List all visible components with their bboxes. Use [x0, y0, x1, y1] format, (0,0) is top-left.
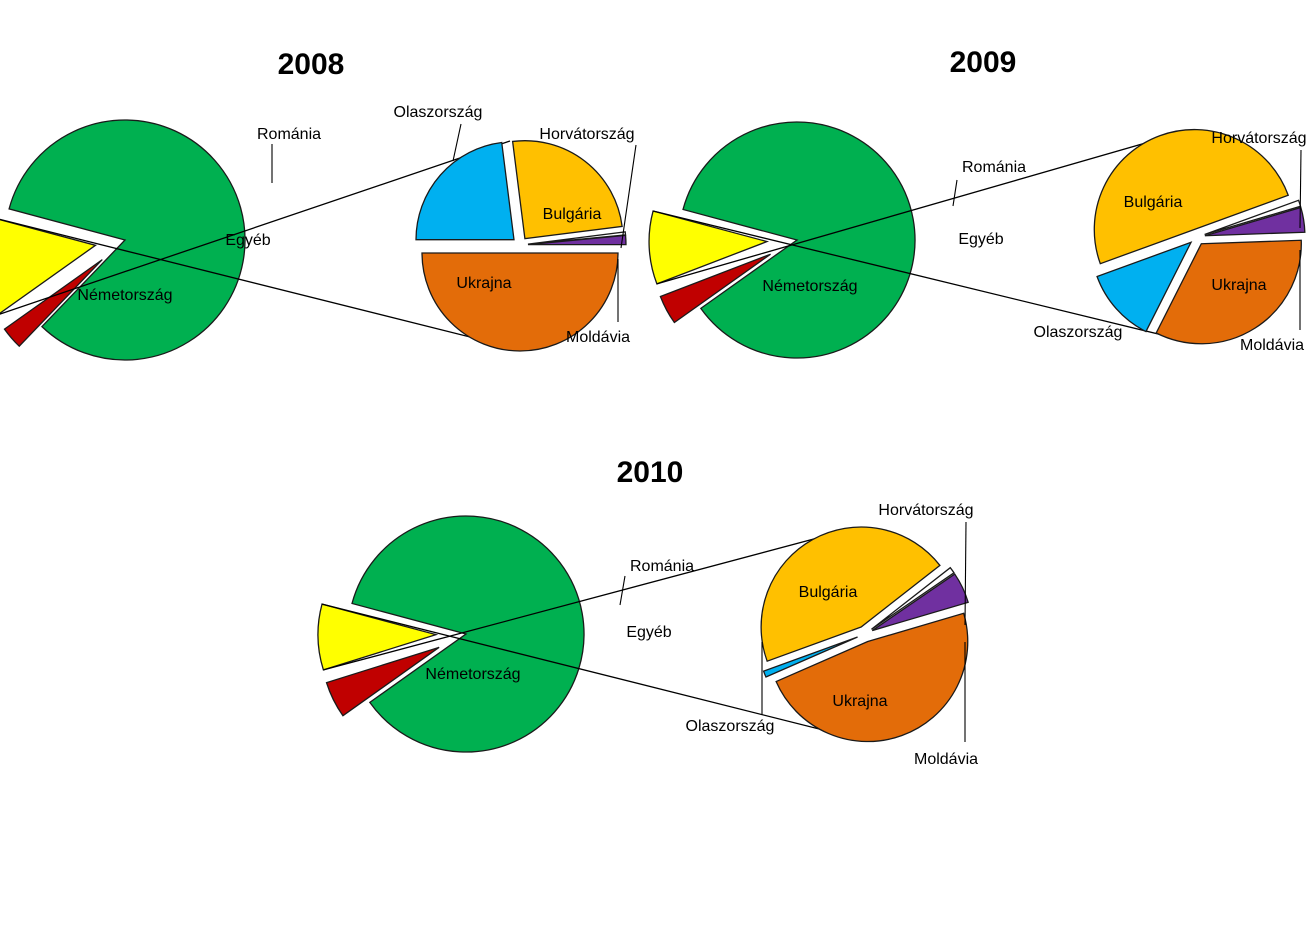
detail-slice-horvatorszag [871, 566, 955, 630]
connectors-2008 [0, 140, 511, 348]
leader-horvatorszag [620, 144, 637, 249]
detail-slice-moldavia [527, 234, 627, 246]
main-slice-egyeb [0, 219, 97, 314]
main-label-egyeb: Egyéb [626, 624, 671, 641]
main-slice-romania [659, 253, 771, 324]
detail-slice-ukrajna [1155, 239, 1302, 345]
main-slice-egyeb [648, 210, 770, 285]
main-pie-2009 [648, 121, 916, 359]
detail-slice-moldavia [871, 573, 969, 632]
main-pie-2010 [317, 515, 585, 753]
main-label-nemetorszag: Németország [77, 287, 172, 304]
chart-title-2009: 2009 [950, 46, 1017, 79]
main-label-nemetorszag: Németország [762, 278, 857, 295]
detail-slice-bulgaria [760, 526, 941, 663]
chart-2008: 2008 Németország Románia Egyéb Olaszország B… [0, 48, 637, 361]
main-label-romania: Románia [962, 159, 1026, 176]
detail-label-horvatorszag: Horvátország [878, 502, 973, 519]
detail-label-moldavia: Moldávia [1240, 337, 1304, 354]
connector-top [0, 140, 511, 315]
detail-pie-2010 [760, 526, 969, 743]
leader-romania [619, 575, 626, 606]
leader-olaszorszag [452, 123, 462, 162]
detail-label-olaszorszag: Olaszország [394, 104, 483, 121]
connector-top [656, 130, 1188, 285]
detail-slice-ukrajna [421, 252, 619, 352]
chart-title-2008: 2008 [278, 48, 345, 81]
main-label-nemetorszag: Németország [425, 666, 520, 683]
connectors-2009 [652, 130, 1188, 342]
detail-label-moldavia: Moldávia [566, 329, 630, 346]
connector-top [323, 527, 856, 671]
leader-horvatorszag [1299, 149, 1302, 229]
detail-label-olaszorszag: Olaszország [686, 718, 775, 735]
main-pie-2008 [0, 119, 246, 361]
chart-title-2010: 2010 [617, 456, 684, 489]
detail-slice-olaszorszag [1096, 241, 1193, 333]
connector-bottom [0, 218, 511, 348]
detail-label-ukrajna: Ukrajna [832, 693, 887, 710]
leader-horvatorszag [964, 521, 967, 626]
leader-romania [952, 179, 958, 207]
labels-2009: Németország Románia Egyéb Bulgária Horvátors… [762, 130, 1306, 354]
connector-bottom [321, 603, 856, 739]
detail-label-horvatorszag: Horvátország [1211, 130, 1306, 147]
detail-slice-bulgaria [1093, 128, 1290, 265]
main-label-romania: Románia [630, 558, 694, 575]
labels-2008: Németország Románia Egyéb Olaszország Bulgár… [77, 104, 637, 346]
main-label-romania: Románia [257, 126, 321, 143]
main-label-egyeb: Egyéb [225, 232, 270, 249]
main-slice-nemetorszag [8, 119, 246, 361]
chart-2009: 2009 Németország Románia Egyéb Bulgária Horv… [648, 46, 1307, 359]
detail-label-ukrajna: Ukrajna [1211, 277, 1266, 294]
detail-label-bulgaria: Bulgária [799, 584, 858, 601]
chart-2010: 2010 Németország Románia Egyéb Bulgária Horv… [317, 456, 978, 768]
detail-slice-moldavia [1204, 206, 1306, 237]
detail-label-bulgaria: Bulgária [543, 206, 602, 223]
main-slice-nemetorszag [682, 121, 916, 359]
detail-slice-ukrajna [775, 612, 969, 743]
detail-label-ukrajna: Ukrajna [456, 275, 511, 292]
detail-label-olaszorszag: Olaszország [1034, 324, 1123, 341]
detail-label-horvatorszag: Horvátország [539, 126, 634, 143]
detail-pie-2008 [415, 140, 627, 352]
detail-label-moldavia: Moldávia [914, 751, 978, 768]
detail-pie-2009 [1093, 128, 1306, 345]
labels-2010: Németország Románia Egyéb Bulgária Horvátors… [425, 502, 978, 768]
connector-bottom [652, 210, 1188, 342]
detail-slice-bulgaria [511, 140, 623, 240]
main-slice-nemetorszag [351, 515, 585, 753]
detail-slice-olaszorszag [762, 636, 858, 678]
main-label-egyeb: Egyéb [958, 231, 1003, 248]
detail-label-bulgaria: Bulgária [1124, 194, 1183, 211]
main-slice-romania [325, 646, 440, 717]
detail-slice-olaszorszag [415, 141, 515, 241]
main-slice-romania [3, 259, 103, 348]
connectors-2010 [321, 527, 856, 739]
